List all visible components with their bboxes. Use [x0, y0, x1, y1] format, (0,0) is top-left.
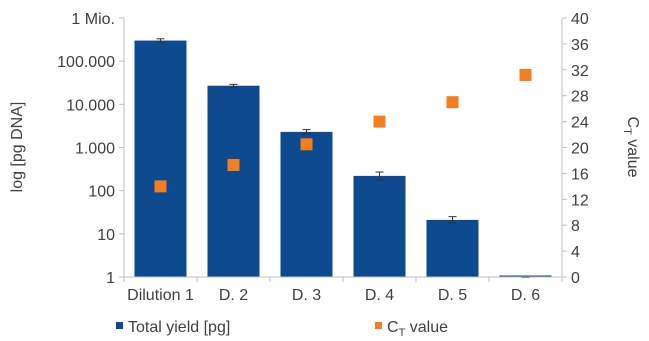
x-tick-label: D. 4 — [365, 287, 394, 304]
bar-4 — [353, 175, 406, 277]
right-tick-label: 4 — [571, 244, 580, 261]
right-tick-label: 24 — [571, 115, 589, 132]
right-axis-title-c: C — [624, 117, 641, 129]
left-tick-label: 1 — [106, 270, 115, 287]
left-axis-ticks: 1 10 100 1.000 10.000 100.000 1 Mio. — [57, 11, 124, 287]
ct-point-4 — [373, 115, 386, 128]
bar-5 — [426, 219, 479, 277]
right-tick-label: 12 — [571, 192, 589, 209]
bar-1 — [134, 40, 187, 277]
bar-2 — [207, 85, 260, 277]
ct-point-5 — [446, 96, 459, 109]
left-tick-label: 10 — [97, 227, 115, 244]
right-tick-label: 40 — [571, 11, 589, 28]
x-tick-label: D. 6 — [511, 287, 540, 304]
legend: Total yield [pg] CT value — [116, 319, 448, 339]
right-tick-label: 20 — [571, 141, 589, 158]
left-tick-label: 100.000 — [57, 54, 115, 71]
left-tick-label: 1 Mio. — [71, 11, 115, 28]
right-axis-title-suffix: value — [624, 135, 641, 178]
right-tick-label: 32 — [571, 63, 589, 80]
right-tick-label: 16 — [571, 166, 589, 183]
axes — [123, 18, 563, 278]
left-axis-title: log [pg DNA] — [9, 102, 26, 193]
right-tick-label: 0 — [571, 270, 580, 287]
marker-series — [154, 68, 532, 193]
legend-label-ct-c: C — [387, 319, 399, 336]
right-axis-ticks: 0 4 8 12 16 20 24 28 32 36 40 — [562, 11, 589, 287]
ct-point-2 — [227, 158, 240, 171]
legend-swatch-total-yield — [116, 322, 123, 329]
ct-point-1 — [154, 180, 167, 193]
x-tick-label: Dilution 1 — [127, 287, 194, 304]
legend-label-ct-value: CT value — [387, 319, 448, 339]
x-axis-ticks: Dilution 1 D. 2 D. 3 D. 4 D. 5 D. 6 — [123, 277, 563, 304]
x-tick-label: D. 2 — [219, 287, 248, 304]
bar-series — [134, 40, 552, 277]
left-tick-label: 10.000 — [66, 97, 115, 114]
legend-label-ct-suffix: value — [405, 319, 448, 336]
left-tick-label: 1.000 — [75, 141, 115, 158]
legend-label-ct-subscript: T — [399, 327, 406, 339]
right-tick-label: 36 — [571, 37, 589, 54]
right-axis-title-subscript: T — [621, 128, 633, 135]
ct-point-6 — [519, 68, 532, 81]
legend-label-total-yield: Total yield [pg] — [128, 319, 230, 336]
bar-3 — [280, 131, 333, 277]
right-axis-title: CT value — [621, 117, 641, 178]
right-tick-label: 28 — [571, 89, 589, 106]
legend-swatch-ct-value — [375, 322, 382, 329]
right-tick-label: 8 — [571, 218, 580, 235]
x-tick-label: D. 5 — [438, 287, 467, 304]
ct-point-3 — [300, 138, 313, 151]
x-tick-label: D. 3 — [292, 287, 321, 304]
left-tick-label: 100 — [88, 184, 115, 201]
